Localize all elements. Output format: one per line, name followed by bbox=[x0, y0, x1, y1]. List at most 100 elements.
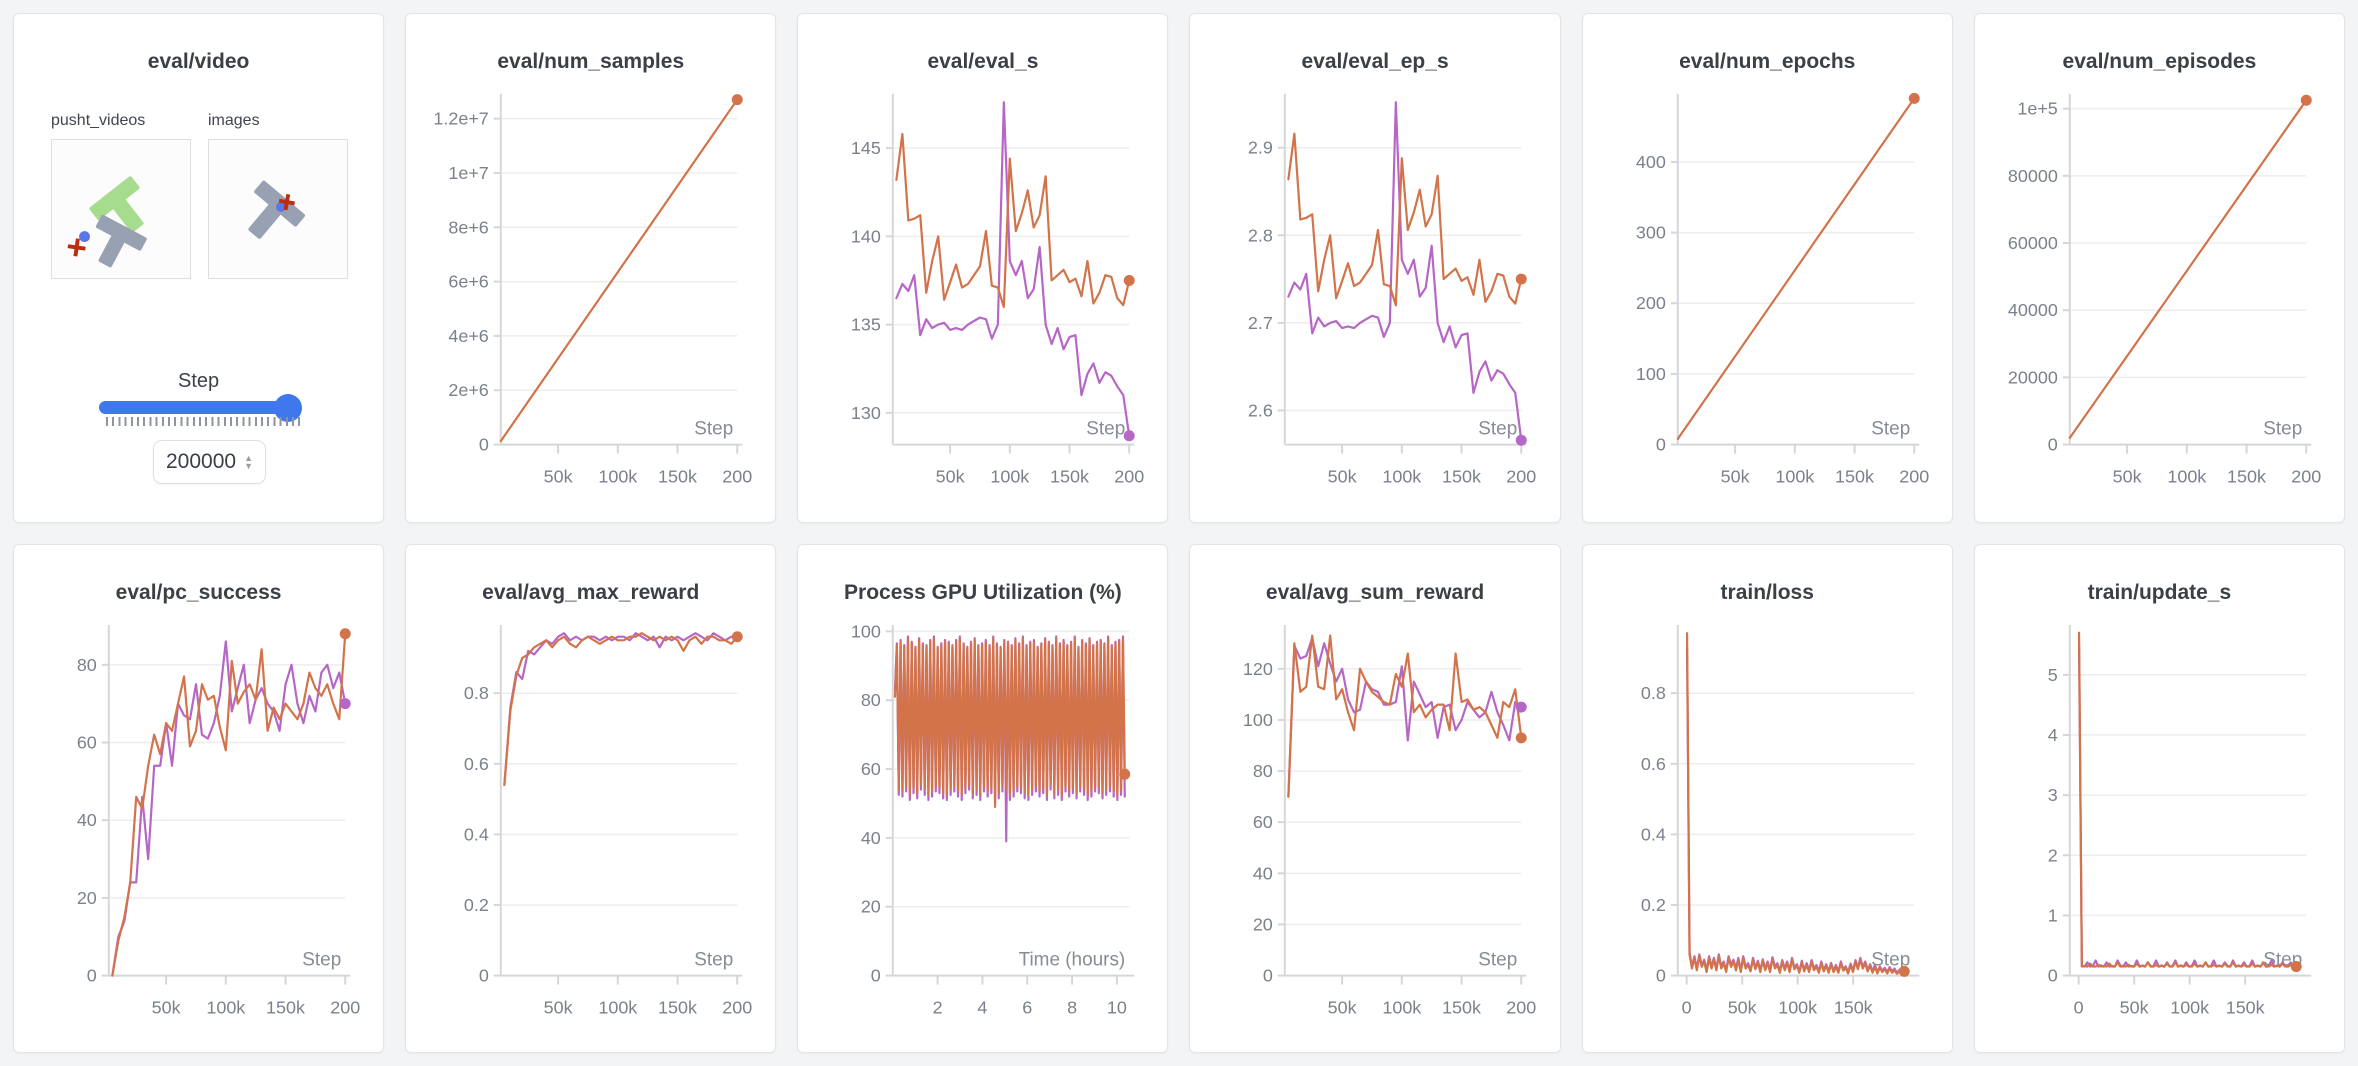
chart-panel-eval-pc-success[interactable]: eval/pc_success 0 20 40 60 80 50k 100k 150k 200 St… bbox=[13, 543, 385, 1053]
x-axis-name: Step bbox=[1871, 419, 1910, 440]
step-input-value: 200000 bbox=[166, 450, 237, 473]
y-tick-label: 4e+6 bbox=[449, 326, 489, 346]
y-tick-label: 135 bbox=[851, 315, 881, 335]
y-tick-label: 2e+6 bbox=[449, 380, 489, 400]
target-cross-icon bbox=[67, 238, 86, 257]
y-tick-label: 2.8 bbox=[1248, 225, 1273, 245]
x-tick-label: 200 bbox=[2291, 467, 2321, 487]
y-tick-label: 0 bbox=[1263, 965, 1273, 985]
target-cross-icon bbox=[278, 193, 295, 211]
x-axis-name: Step bbox=[2263, 419, 2302, 440]
step-input[interactable]: 200000 ▲ ▼ bbox=[153, 440, 266, 484]
x-tick-label: 150k bbox=[2226, 997, 2266, 1017]
y-tick-label: 2.9 bbox=[1248, 138, 1273, 158]
series-line-purple bbox=[1685, 645, 1906, 974]
series-line-purple bbox=[1287, 101, 1523, 442]
pusht-video-thumbnail[interactable] bbox=[51, 139, 191, 279]
series-end-dot-purple bbox=[1516, 434, 1528, 446]
y-tick-label: 0 bbox=[2048, 435, 2058, 455]
y-tick-label: 0 bbox=[1655, 965, 1665, 985]
chart-panel-eval-num-epochs[interactable]: eval/num_epochs 0 100 200 300 400 50k 100k 150k 2… bbox=[1581, 13, 1953, 523]
x-tick-label: 100k bbox=[599, 467, 639, 487]
y-tick-label: 200 bbox=[1636, 293, 1666, 313]
x-tick-label: 150k bbox=[1833, 997, 1873, 1017]
y-tick-label: 130 bbox=[851, 403, 881, 423]
chart-canvas: 0 2e+6 4e+6 6e+6 8e+6 1e+7 1.2e+7 50k 100k 150k 20… bbox=[434, 93, 752, 487]
x-axis-name: Step bbox=[1087, 419, 1126, 440]
x-tick-label: 100k bbox=[1775, 467, 1815, 487]
y-tick-label: 145 bbox=[851, 138, 881, 158]
series-line-orange bbox=[894, 636, 1127, 808]
series-end-dot-orange bbox=[2290, 960, 2302, 972]
y-tick-label: 80 bbox=[861, 690, 881, 710]
chart-panel-train-update-s[interactable]: train/update_s 0 1 2 3 4 5 0 50k 100k 150k Step bbox=[1973, 543, 2345, 1053]
x-tick-label: 100k bbox=[1383, 467, 1423, 487]
y-tick-label: 300 bbox=[1636, 223, 1666, 243]
chart-canvas: 0 0.2 0.4 0.6 0.8 0 50k 100k 150k Step bbox=[1641, 624, 1919, 1017]
step-slider[interactable] bbox=[99, 401, 301, 414]
chart-canvas: 2.6 2.7 2.8 2.9 50k 100k 150k 200 Step bbox=[1248, 93, 1537, 487]
x-tick-label: 50k bbox=[1328, 467, 1358, 487]
chart-panel-eval-eval-s[interactable]: eval/eval_s 130 135 140 145 50k 100k 150k 200 Ste… bbox=[797, 13, 1169, 523]
slider-tick-marks bbox=[106, 417, 302, 426]
y-tick-label: 0.2 bbox=[464, 894, 489, 914]
x-tick-label: 50k bbox=[2120, 997, 2150, 1017]
y-tick-label: 3 bbox=[2048, 785, 2058, 805]
green-t-shape bbox=[89, 176, 144, 233]
chart-canvas: 0 20 40 60 80 100 2 4 6 8 10 Time (hours) bbox=[851, 621, 1135, 1017]
x-axis-name: Time (hours) bbox=[1019, 949, 1126, 970]
chart-panel-eval-avg-max-reward[interactable]: eval/avg_max_reward 0 0.2 0.4 0.6 0.8 50k 100k 1… bbox=[405, 543, 777, 1053]
y-tick-label: 40 bbox=[77, 810, 97, 830]
y-tick-label: 0 bbox=[479, 435, 489, 455]
y-tick-label: 6e+6 bbox=[449, 272, 489, 292]
x-tick-label: 2 bbox=[933, 997, 943, 1017]
series-end-dot-orange bbox=[731, 630, 743, 642]
x-tick-label: 50k bbox=[1720, 467, 1750, 487]
x-tick-label: 10 bbox=[1107, 997, 1127, 1017]
x-tick-label: 150k bbox=[1050, 467, 1090, 487]
x-tick-label: 50k bbox=[1328, 997, 1358, 1017]
y-tick-label: 0 bbox=[871, 965, 881, 985]
chart-panel-process-gpu-utilization[interactable]: Process GPU Utilization (%) 0 20 40 60 80 100 2… bbox=[797, 543, 1169, 1053]
chart-panel-eval-eval-ep-s[interactable]: eval/eval_ep_s 2.6 2.7 2.8 2.9 50k 100k 150k 200… bbox=[1189, 13, 1561, 523]
gray-t-shape bbox=[248, 180, 306, 239]
x-tick-label: 150k bbox=[266, 997, 306, 1017]
y-tick-label: 400 bbox=[1636, 152, 1666, 172]
x-tick-label: 100k bbox=[991, 467, 1031, 487]
y-tick-label: 0 bbox=[87, 965, 97, 985]
chart-panel-eval-num-episodes[interactable]: eval/num_episodes 0 20000 40000 60000 80000 1e… bbox=[1973, 13, 2345, 523]
pusht-image-thumbnail[interactable] bbox=[208, 139, 348, 279]
y-tick-label: 0.6 bbox=[1641, 753, 1666, 773]
y-tick-label: 100 bbox=[1243, 709, 1273, 729]
y-tick-label: 0 bbox=[479, 965, 489, 985]
media-key-label-images: images bbox=[208, 112, 260, 129]
stepper-arrows-icon[interactable]: ▲ ▼ bbox=[244, 453, 253, 471]
y-tick-label: 1 bbox=[2048, 905, 2058, 925]
media-panel-eval-video[interactable]: eval/video pusht_videos images bbox=[13, 13, 385, 523]
series-line-orange bbox=[499, 98, 739, 443]
chart-canvas: 0 20 40 60 80 100 120 50k 100k 150k 200 Step bbox=[1243, 624, 1537, 1017]
chart-panel-eval-avg-sum-reward[interactable]: eval/avg_sum_reward 0 20 40 60 80 100 120 50k 100… bbox=[1189, 543, 1561, 1053]
chart-panel-eval-num-samples[interactable]: eval/num_samples 0 2e+6 4e+6 6e+6 8e+6 1e+7 1.2… bbox=[405, 13, 777, 523]
y-tick-label: 120 bbox=[1243, 658, 1273, 678]
y-tick-label: 0.8 bbox=[1641, 683, 1666, 703]
y-tick-label: 1e+7 bbox=[449, 163, 489, 183]
series-line-orange bbox=[503, 631, 739, 786]
y-tick-label: 0 bbox=[1655, 435, 1665, 455]
series-end-dot-orange bbox=[1119, 768, 1131, 780]
x-axis-name: Step bbox=[1479, 419, 1518, 440]
y-tick-label: 20 bbox=[861, 896, 881, 916]
y-tick-label: 0.6 bbox=[464, 753, 489, 773]
y-tick-label: 40000 bbox=[2008, 300, 2058, 320]
x-tick-label: 150k bbox=[1443, 997, 1483, 1017]
x-tick-label: 8 bbox=[1067, 997, 1077, 1017]
series-line-purple bbox=[503, 631, 739, 786]
series-end-dot-orange bbox=[2300, 94, 2312, 106]
series-line-orange bbox=[1287, 132, 1523, 307]
y-tick-label: 0 bbox=[2048, 965, 2058, 985]
x-tick-label: 200 bbox=[1507, 997, 1537, 1017]
x-axis-name: Step bbox=[694, 419, 733, 440]
chart-panel-train-loss[interactable]: train/loss 0 0.2 0.4 0.6 0.8 0 50k 100k 150k Step bbox=[1581, 543, 1953, 1053]
